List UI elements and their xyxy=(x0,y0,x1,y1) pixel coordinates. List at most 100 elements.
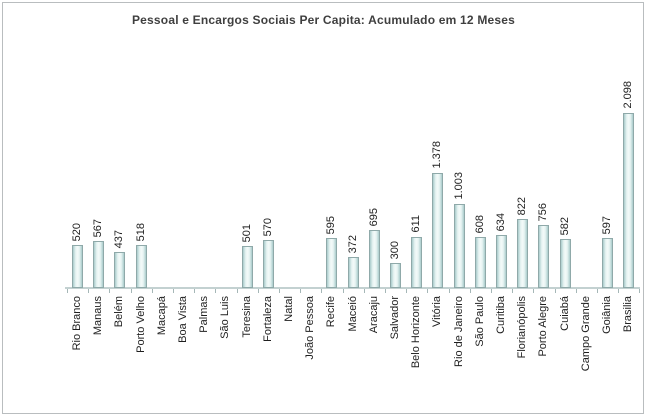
bar-value-label: 570 xyxy=(261,217,274,236)
x-axis-tick xyxy=(490,289,492,293)
bar-value-label: 300 xyxy=(389,240,401,259)
bar xyxy=(390,263,401,288)
bar-value-label: 597 xyxy=(601,215,613,234)
x-axis-label: São Paulo xyxy=(473,296,486,347)
x-axis-tick xyxy=(321,289,323,293)
x-axis-tick xyxy=(618,289,620,293)
bar xyxy=(474,237,486,288)
x-axis-label: Teresina xyxy=(240,296,253,338)
bar-value-label: 582 xyxy=(558,216,571,235)
x-axis-tick xyxy=(151,289,153,293)
bar xyxy=(496,235,507,288)
x-axis-label: Recife xyxy=(325,296,338,328)
x-axis-label: Cuiabá xyxy=(558,296,571,331)
bar xyxy=(326,238,338,288)
x-axis-label: Manaus xyxy=(92,296,105,336)
x-axis-tick xyxy=(172,289,174,293)
bar-value-label: 372 xyxy=(346,234,359,253)
bar xyxy=(114,252,126,288)
bar xyxy=(72,245,83,288)
bar xyxy=(517,219,529,288)
bar-value-label: 695 xyxy=(367,207,380,226)
x-axis-tick xyxy=(554,289,556,293)
x-axis-label: Palmas xyxy=(198,296,211,333)
x-axis-tick xyxy=(236,289,238,293)
x-axis-label: Vitória xyxy=(431,296,444,327)
x-axis-tick xyxy=(66,289,68,293)
x-axis-label: João Pessoa xyxy=(304,296,317,360)
x-axis-tick xyxy=(448,289,450,293)
bar-value-label: 567 xyxy=(92,218,105,237)
x-axis-label: Florianópolis xyxy=(516,296,529,359)
x-axis-tick xyxy=(533,289,535,293)
bar-value-label: 1.003 xyxy=(452,172,465,200)
x-axis-tick xyxy=(639,289,641,293)
bar xyxy=(538,225,550,288)
bar-value-label: 520 xyxy=(71,222,83,241)
bar xyxy=(241,246,253,288)
x-axis-tick xyxy=(363,289,365,293)
bar-value-label: 437 xyxy=(113,229,126,248)
x-axis-label: Curitiba xyxy=(495,296,507,334)
x-axis-label: Brasilia xyxy=(622,296,635,333)
bar xyxy=(262,240,274,288)
bar-value-label: 611 xyxy=(410,215,423,233)
bar xyxy=(432,173,444,288)
bar-value-label: 634 xyxy=(495,212,507,231)
x-axis-tick xyxy=(596,289,598,293)
x-axis-tick xyxy=(342,289,344,293)
bar-value-label: 756 xyxy=(537,202,550,221)
bar-value-label: 1.378 xyxy=(431,141,444,169)
x-axis-label: Salvador xyxy=(389,296,401,340)
x-axis-tick xyxy=(575,289,577,293)
x-axis-label: Macapá xyxy=(155,296,168,336)
x-axis-tick xyxy=(384,289,386,293)
bar xyxy=(135,245,147,288)
x-axis-tick xyxy=(130,289,132,293)
x-axis-tick xyxy=(512,289,514,293)
x-axis-label: Campo Grande xyxy=(579,296,592,372)
chart-title: Pessoal e Encargos Sociais Per Capita: A… xyxy=(131,13,516,27)
x-axis-label: Maceió xyxy=(346,296,359,332)
x-axis-tick xyxy=(109,289,111,293)
x-axis-tick xyxy=(88,289,90,293)
x-axis-label: Belo Horizonte xyxy=(410,296,423,369)
x-axis-tick xyxy=(194,289,196,293)
bar xyxy=(602,238,613,288)
x-axis-label: Rio de Janeiro xyxy=(452,296,465,367)
bar xyxy=(453,204,465,288)
bar-value-label: 608 xyxy=(473,214,486,233)
x-axis-label: Aracaju xyxy=(367,296,380,334)
x-axis-tick xyxy=(215,289,217,293)
bar-value-label: 518 xyxy=(134,222,147,241)
bar-value-label: 595 xyxy=(325,215,338,234)
x-axis-label: Goiânia xyxy=(601,296,613,334)
bar-value-label: 822 xyxy=(516,196,529,215)
x-axis-tick xyxy=(427,289,429,293)
bar xyxy=(347,257,359,288)
x-axis-tick xyxy=(278,289,280,293)
bar xyxy=(623,113,635,288)
x-axis-label: Fortaleza xyxy=(261,296,274,342)
bar-value-label: 2.098 xyxy=(622,81,635,109)
x-axis-tick xyxy=(469,289,471,293)
x-axis-tick xyxy=(406,289,408,293)
bar xyxy=(93,241,105,288)
bar xyxy=(559,239,571,288)
x-axis-tick xyxy=(257,289,259,293)
x-axis-line xyxy=(65,287,640,289)
bar-value-label: 501 xyxy=(240,223,253,242)
x-axis-label: Porto Velho xyxy=(134,296,147,353)
x-axis-tick xyxy=(300,289,302,293)
bar xyxy=(411,237,423,288)
x-axis-label: Belém xyxy=(113,296,126,328)
x-axis-label: Natal xyxy=(283,296,295,322)
x-axis-label: Porto Alegre xyxy=(537,296,550,357)
x-axis-label: São Luis xyxy=(219,296,232,339)
x-axis-label: Rio Branco xyxy=(71,296,83,351)
x-axis-label: Boa Vista xyxy=(177,296,189,343)
bar xyxy=(368,230,380,288)
